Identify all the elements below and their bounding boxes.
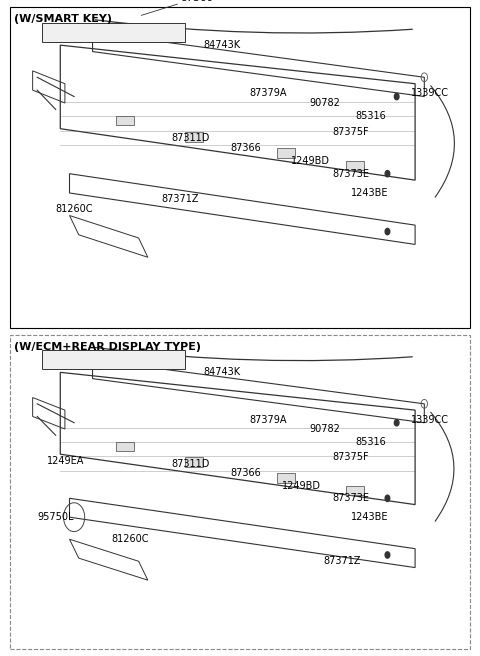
Text: 84743K: 84743K <box>203 40 240 50</box>
Text: (W/SMART KEY): (W/SMART KEY) <box>14 14 112 24</box>
Text: 1339CC: 1339CC <box>410 89 448 98</box>
Text: 87373E: 87373E <box>332 169 369 178</box>
FancyBboxPatch shape <box>346 161 364 171</box>
Circle shape <box>385 552 390 558</box>
FancyBboxPatch shape <box>116 116 134 125</box>
Text: 87360: 87360 <box>180 0 213 3</box>
Text: 84743K: 84743K <box>203 367 240 377</box>
Text: 1249EA: 1249EA <box>47 455 84 466</box>
Text: 87371Z: 87371Z <box>323 556 360 566</box>
Text: 87366: 87366 <box>231 468 262 478</box>
Text: 85316: 85316 <box>355 111 386 121</box>
Text: 87366: 87366 <box>231 143 262 153</box>
Text: 87371Z: 87371Z <box>162 194 199 205</box>
Text: 1249BD: 1249BD <box>281 481 321 491</box>
Text: 1243BE: 1243BE <box>350 512 388 522</box>
FancyBboxPatch shape <box>42 22 185 42</box>
Text: 87375F: 87375F <box>332 453 369 462</box>
FancyBboxPatch shape <box>116 441 134 451</box>
FancyBboxPatch shape <box>185 132 203 142</box>
Text: 85316: 85316 <box>355 437 386 447</box>
FancyBboxPatch shape <box>277 473 295 483</box>
Circle shape <box>385 495 390 501</box>
Text: 87375F: 87375F <box>332 127 369 137</box>
FancyBboxPatch shape <box>346 485 364 495</box>
Text: 1243BE: 1243BE <box>350 188 388 198</box>
Text: 90782: 90782 <box>309 98 340 108</box>
Text: 81260C: 81260C <box>56 204 93 214</box>
Text: 87311D: 87311D <box>171 459 209 468</box>
Text: 1339CC: 1339CC <box>410 415 448 424</box>
Circle shape <box>385 228 390 235</box>
Text: 87373E: 87373E <box>332 493 369 503</box>
FancyBboxPatch shape <box>10 335 470 649</box>
FancyBboxPatch shape <box>185 457 203 467</box>
Text: 1249BD: 1249BD <box>291 156 330 166</box>
Circle shape <box>385 171 390 177</box>
FancyBboxPatch shape <box>10 7 470 328</box>
Circle shape <box>395 420 399 426</box>
Text: 87311D: 87311D <box>171 133 209 144</box>
Text: 81260C: 81260C <box>111 534 148 544</box>
FancyBboxPatch shape <box>277 148 295 157</box>
Circle shape <box>395 93 399 100</box>
FancyBboxPatch shape <box>42 350 185 369</box>
Text: 87379A: 87379A <box>249 89 287 98</box>
Text: 87379A: 87379A <box>249 415 287 424</box>
Text: (W/ECM+REAR DISPLAY TYPE): (W/ECM+REAR DISPLAY TYPE) <box>14 342 202 352</box>
Text: 90782: 90782 <box>309 424 340 434</box>
Text: 95750L: 95750L <box>37 512 74 522</box>
